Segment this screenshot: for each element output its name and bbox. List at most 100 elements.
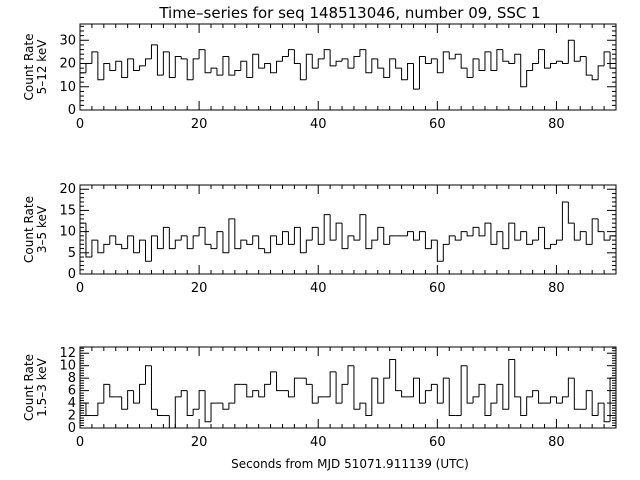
figure-title: Time–series for seq 148513046, number 09… bbox=[158, 4, 540, 22]
series-bin bbox=[597, 65, 605, 80]
series-bin bbox=[311, 384, 319, 404]
series-bin bbox=[186, 235, 194, 250]
series-bin bbox=[585, 390, 593, 410]
y-axis-label-line-1: Count Rate bbox=[22, 354, 36, 421]
series-bin bbox=[234, 383, 241, 404]
series-bin bbox=[413, 63, 420, 90]
series-bin bbox=[603, 51, 611, 66]
series-bin bbox=[317, 227, 325, 245]
series-bin bbox=[377, 378, 384, 404]
series-bin bbox=[496, 49, 503, 71]
series-bin bbox=[264, 383, 271, 397]
series-bin bbox=[371, 58, 378, 73]
series-bin bbox=[264, 248, 271, 254]
series-bin bbox=[234, 218, 241, 250]
series-bin bbox=[180, 56, 188, 60]
series-bin bbox=[139, 65, 146, 71]
x-tick-label: 20 bbox=[191, 117, 208, 132]
series-bin bbox=[442, 243, 450, 262]
series-bin bbox=[109, 235, 116, 245]
series-bin bbox=[228, 56, 235, 76]
series-bin bbox=[591, 390, 599, 417]
series-bin bbox=[395, 359, 402, 392]
y-tick-label: 10 bbox=[59, 80, 76, 95]
series-bin bbox=[156, 44, 164, 76]
series-bin bbox=[555, 396, 563, 404]
series-bin bbox=[484, 222, 491, 236]
series-bin bbox=[133, 390, 140, 404]
series-bin bbox=[162, 51, 170, 76]
series-bin bbox=[270, 63, 277, 74]
series-bin bbox=[246, 61, 253, 78]
y-axis-label-line-2: 1.5–3 keV bbox=[35, 357, 49, 416]
series-bin bbox=[466, 365, 474, 404]
series-bin bbox=[579, 231, 587, 241]
y-axis-label-line-1: Count Rate bbox=[22, 34, 36, 101]
series-bin bbox=[305, 378, 313, 385]
series-bin bbox=[311, 226, 319, 241]
series-bin bbox=[192, 408, 200, 416]
series-bin bbox=[85, 223, 92, 258]
series-bin bbox=[359, 402, 366, 410]
series-bin bbox=[454, 53, 462, 59]
series-bin bbox=[270, 371, 277, 385]
series-bin bbox=[514, 223, 521, 241]
series-bin bbox=[549, 63, 557, 69]
series-bin bbox=[538, 390, 545, 404]
panel-2: 0 20 40 60 80 0 5 10 15 20 Count Rate3–5 keV bbox=[22, 182, 617, 296]
series-bin bbox=[186, 58, 194, 81]
series-bin bbox=[115, 235, 122, 245]
series-bin bbox=[460, 365, 468, 416]
series-bin bbox=[359, 49, 366, 57]
series-bin bbox=[490, 223, 497, 245]
series-bin bbox=[222, 56, 229, 76]
series-bin bbox=[174, 396, 182, 428]
series-bin bbox=[258, 390, 265, 398]
series-bin bbox=[305, 53, 313, 80]
series-bin bbox=[448, 235, 456, 245]
series-bin bbox=[97, 51, 104, 81]
series-bin bbox=[121, 244, 128, 250]
x-tick-label: 60 bbox=[429, 435, 446, 450]
series-bin bbox=[347, 58, 354, 69]
series-bin bbox=[502, 231, 509, 250]
series-bin bbox=[591, 75, 599, 81]
series-bin bbox=[520, 231, 527, 241]
series-bin bbox=[335, 371, 343, 404]
series-bin bbox=[276, 235, 283, 245]
series-bin bbox=[514, 53, 521, 64]
series-bin bbox=[186, 390, 194, 417]
series-bin bbox=[127, 390, 134, 410]
series-bin bbox=[258, 54, 265, 69]
series-bin bbox=[91, 239, 98, 258]
series-bin bbox=[168, 51, 176, 78]
series-bin bbox=[466, 68, 474, 78]
x-tick-label: 0 bbox=[76, 117, 84, 132]
series-bin bbox=[573, 223, 581, 241]
series-bin bbox=[317, 396, 325, 404]
series-bin bbox=[472, 396, 480, 404]
series-bin bbox=[508, 222, 515, 249]
y-axis-label-line-1: Count Rate bbox=[22, 196, 36, 263]
series-bin bbox=[430, 239, 438, 249]
series-bin bbox=[139, 383, 146, 404]
series-bin bbox=[168, 415, 176, 429]
series-bin bbox=[97, 402, 104, 416]
series-bin bbox=[430, 58, 438, 64]
series-bin bbox=[389, 358, 396, 379]
series-bin bbox=[287, 49, 295, 57]
series-bin bbox=[407, 231, 414, 236]
series-bin bbox=[424, 56, 432, 65]
series-bin bbox=[299, 227, 307, 254]
series-bin bbox=[198, 49, 206, 59]
y-tick-label: 2 bbox=[68, 409, 76, 424]
series-bin bbox=[341, 58, 348, 62]
y-tick-label: 15 bbox=[59, 203, 76, 218]
series-bin bbox=[472, 58, 480, 78]
series-bin bbox=[311, 54, 319, 69]
y-axis-label-line-2: 5–12 keV bbox=[35, 39, 49, 95]
series-bin bbox=[365, 49, 372, 74]
x-tick-label: 80 bbox=[548, 435, 565, 450]
series-bin bbox=[240, 60, 247, 71]
series-bin bbox=[573, 40, 581, 62]
